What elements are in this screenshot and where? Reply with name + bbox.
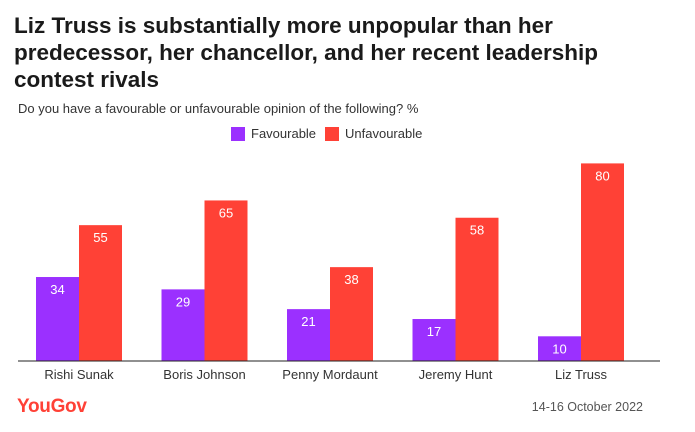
bar-favourable-2 <box>287 309 330 361</box>
data-label-unfavourable-0: 55 <box>93 230 107 245</box>
chart-legend: Favourable Unfavourable <box>0 126 695 146</box>
bar-unfavourable-2 <box>330 267 373 361</box>
data-label-unfavourable-3: 58 <box>470 223 484 238</box>
legend-swatch-favourable <box>231 126 245 141</box>
legend-item-favourable: Favourable <box>231 126 316 141</box>
data-label-favourable-1: 29 <box>176 294 190 309</box>
data-label-unfavourable-4: 80 <box>595 168 609 183</box>
bar-favourable-4 <box>538 336 581 361</box>
x-tick-label-3: Jeremy Hunt <box>419 367 493 382</box>
x-tick-label-2: Penny Mordaunt <box>282 367 378 382</box>
bar-favourable-3 <box>412 319 456 361</box>
legend-swatch-unfavourable <box>325 126 339 141</box>
data-label-favourable-2: 21 <box>301 314 315 329</box>
chart-subtitle: Do you have a favourable or unfavourable… <box>18 101 419 116</box>
x-tick-label-1: Boris Johnson <box>163 367 245 382</box>
data-label-favourable-0: 34 <box>50 282 64 297</box>
bar-unfavourable-1 <box>204 200 248 361</box>
legend-item-unfavourable: Unfavourable <box>325 126 422 141</box>
data-label-favourable-4: 10 <box>552 341 566 356</box>
chart-title: Liz Truss is substantially more unpopula… <box>14 13 599 92</box>
yougov-logo: YouGov <box>17 396 87 417</box>
x-tick-label-0: Rishi Sunak <box>44 367 114 382</box>
legend-label-favourable: Favourable <box>251 126 317 141</box>
data-label-unfavourable-2: 38 <box>344 272 358 287</box>
bar-unfavourable-0 <box>79 225 122 361</box>
legend-label-unfavourable: Unfavourable <box>345 126 423 141</box>
survey-date: 14-16 October 2022 <box>531 400 643 414</box>
bar-unfavourable-4 <box>581 163 624 361</box>
bar-favourable-0 <box>36 277 79 361</box>
data-label-favourable-3: 17 <box>427 324 441 339</box>
bar-favourable-1 <box>161 289 205 361</box>
data-label-unfavourable-1: 65 <box>219 205 233 220</box>
bar-unfavourable-3 <box>455 217 499 361</box>
x-tick-label-4: Liz Truss <box>555 367 608 382</box>
